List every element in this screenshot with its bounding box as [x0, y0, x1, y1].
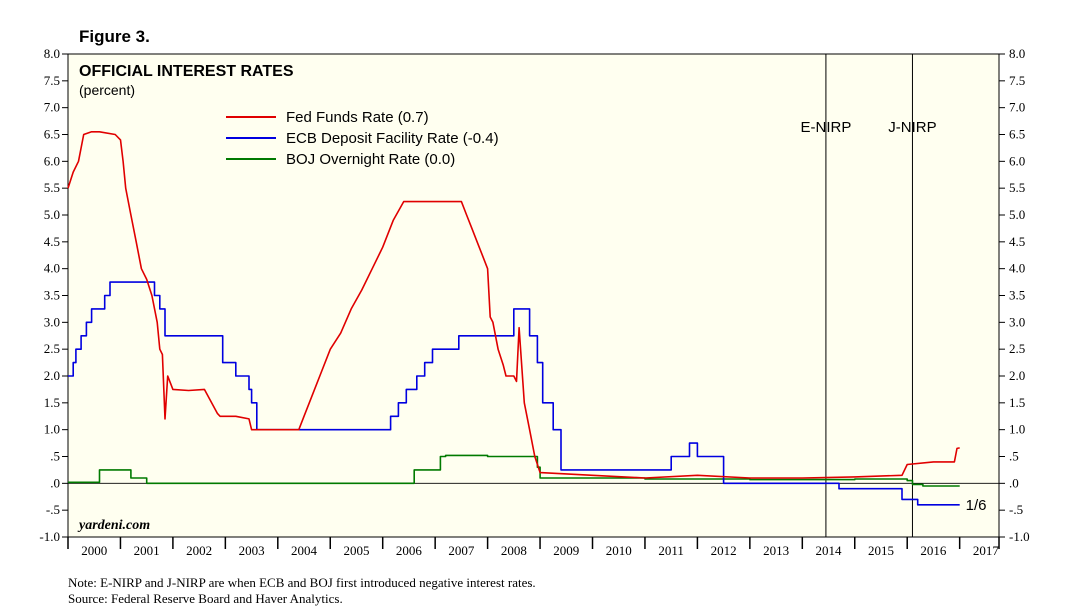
- end-date-label: 1/6: [966, 497, 987, 514]
- y-axis: -1.0 -1.0 -.5 -.5 .0 .0 .5 .5 1.0 1.0 1.5 1.5 2.0 2.0…: [39, 46, 1029, 544]
- y-tick-label-left: 1.0: [44, 422, 60, 437]
- chart-subtitle: (percent): [79, 82, 135, 98]
- x-tick-label: 2005: [343, 543, 369, 558]
- y-tick-label-right: -.5: [1009, 502, 1023, 517]
- annotation-label: J-NIRP: [888, 119, 936, 136]
- x-tick-label: 2015: [868, 543, 894, 558]
- y-tick-label-left: 2.5: [44, 341, 60, 356]
- x-tick-label: 2004: [291, 543, 318, 558]
- y-tick-label-right: 1.0: [1009, 422, 1025, 437]
- y-tick-label-left: .0: [50, 475, 60, 490]
- y-tick-label-right: 4.0: [1009, 261, 1025, 276]
- legend-label: Fed Funds Rate (0.7): [286, 109, 429, 126]
- y-tick-label-left: 5.0: [44, 207, 60, 222]
- y-tick-label-right: 2.0: [1009, 368, 1025, 383]
- y-tick-label-left: 1.5: [44, 395, 60, 410]
- x-tick-label: 2008: [501, 543, 527, 558]
- y-tick-label-right: 5.5: [1009, 180, 1025, 195]
- x-tick-label: 2012: [711, 543, 737, 558]
- legend: Fed Funds Rate (0.7) ECB Deposit Facility…: [226, 109, 499, 168]
- y-tick-label-left: 8.0: [44, 46, 60, 61]
- chart-title: OFFICIAL INTEREST RATES: [79, 63, 294, 80]
- series-line-2: [68, 454, 960, 487]
- plot-area: [67, 53, 1000, 538]
- x-tick-label: 2014: [816, 543, 843, 558]
- y-tick-label-right: 4.5: [1009, 234, 1025, 249]
- y-tick-label-left: 7.0: [44, 100, 60, 115]
- x-tick-label: 2000: [81, 543, 107, 558]
- x-tick-label: 2016: [920, 543, 947, 558]
- y-tick-label-left: -1.0: [39, 529, 60, 544]
- series-line-0: [67, 131, 960, 479]
- x-tick-label: 2013: [763, 543, 789, 558]
- y-tick-label-right: 7.5: [1009, 73, 1025, 88]
- watermark: yardeni.com: [77, 518, 150, 533]
- x-tick-label: 2017: [973, 543, 1000, 558]
- series-layer: 1/6: [67, 131, 987, 514]
- y-tick-label-right: 8.0: [1009, 46, 1025, 61]
- y-tick-label-left: 7.5: [44, 73, 60, 88]
- y-tick-label-right: -1.0: [1009, 529, 1030, 544]
- footnote: Note: E-NIRP and J-NIRP are when ECB and…: [68, 575, 536, 590]
- x-tick-label: 2009: [553, 543, 579, 558]
- series-line-1: [68, 281, 960, 506]
- x-tick-label: 2003: [239, 543, 265, 558]
- x-tick-label: 2010: [606, 543, 632, 558]
- y-tick-label-left: 3.5: [44, 288, 60, 303]
- legend-label: ECB Deposit Facility Rate (-0.4): [286, 130, 499, 147]
- legend-label: BOJ Overnight Rate (0.0): [286, 151, 455, 168]
- y-tick-label-right: 7.0: [1009, 100, 1025, 115]
- source-line: Source: Federal Reserve Board and Haver …: [68, 591, 343, 606]
- y-tick-label-left: 4.0: [44, 261, 60, 276]
- x-tick-label: 2011: [658, 543, 684, 558]
- y-tick-label-left: 6.5: [44, 127, 60, 142]
- y-tick-label-left: 3.0: [44, 314, 60, 329]
- figure-label: Figure 3.: [79, 27, 150, 46]
- y-tick-label-left: 6.0: [44, 153, 60, 168]
- y-tick-label-right: 3.0: [1009, 314, 1025, 329]
- y-tick-label-right: .0: [1009, 475, 1019, 490]
- y-tick-label-right: 1.5: [1009, 395, 1025, 410]
- y-tick-label-left: .5: [50, 449, 60, 464]
- x-tick-label: 2002: [186, 543, 212, 558]
- y-tick-label-right: 6.5: [1009, 127, 1025, 142]
- x-axis: 2000 2001 2002 2003 2004 2005 2006 2007 2008 2009…: [67, 537, 1000, 558]
- annotation-lines: E-NIRP J-NIRP: [800, 54, 937, 537]
- y-tick-label-right: 3.5: [1009, 288, 1025, 303]
- y-tick-label-left: 5.5: [44, 180, 60, 195]
- x-tick-label: 2006: [396, 543, 423, 558]
- y-tick-label-right: 5.0: [1009, 207, 1025, 222]
- y-tick-label-right: 2.5: [1009, 341, 1025, 356]
- x-tick-label: 2007: [448, 543, 475, 558]
- x-tick-label: 2001: [134, 543, 160, 558]
- y-tick-label-left: 2.0: [44, 368, 60, 383]
- y-tick-label-right: .5: [1009, 449, 1019, 464]
- y-tick-label-left: 4.5: [44, 234, 60, 249]
- annotation-label: E-NIRP: [800, 119, 851, 136]
- y-tick-label-right: 6.0: [1009, 153, 1025, 168]
- y-tick-label-left: -.5: [46, 502, 60, 517]
